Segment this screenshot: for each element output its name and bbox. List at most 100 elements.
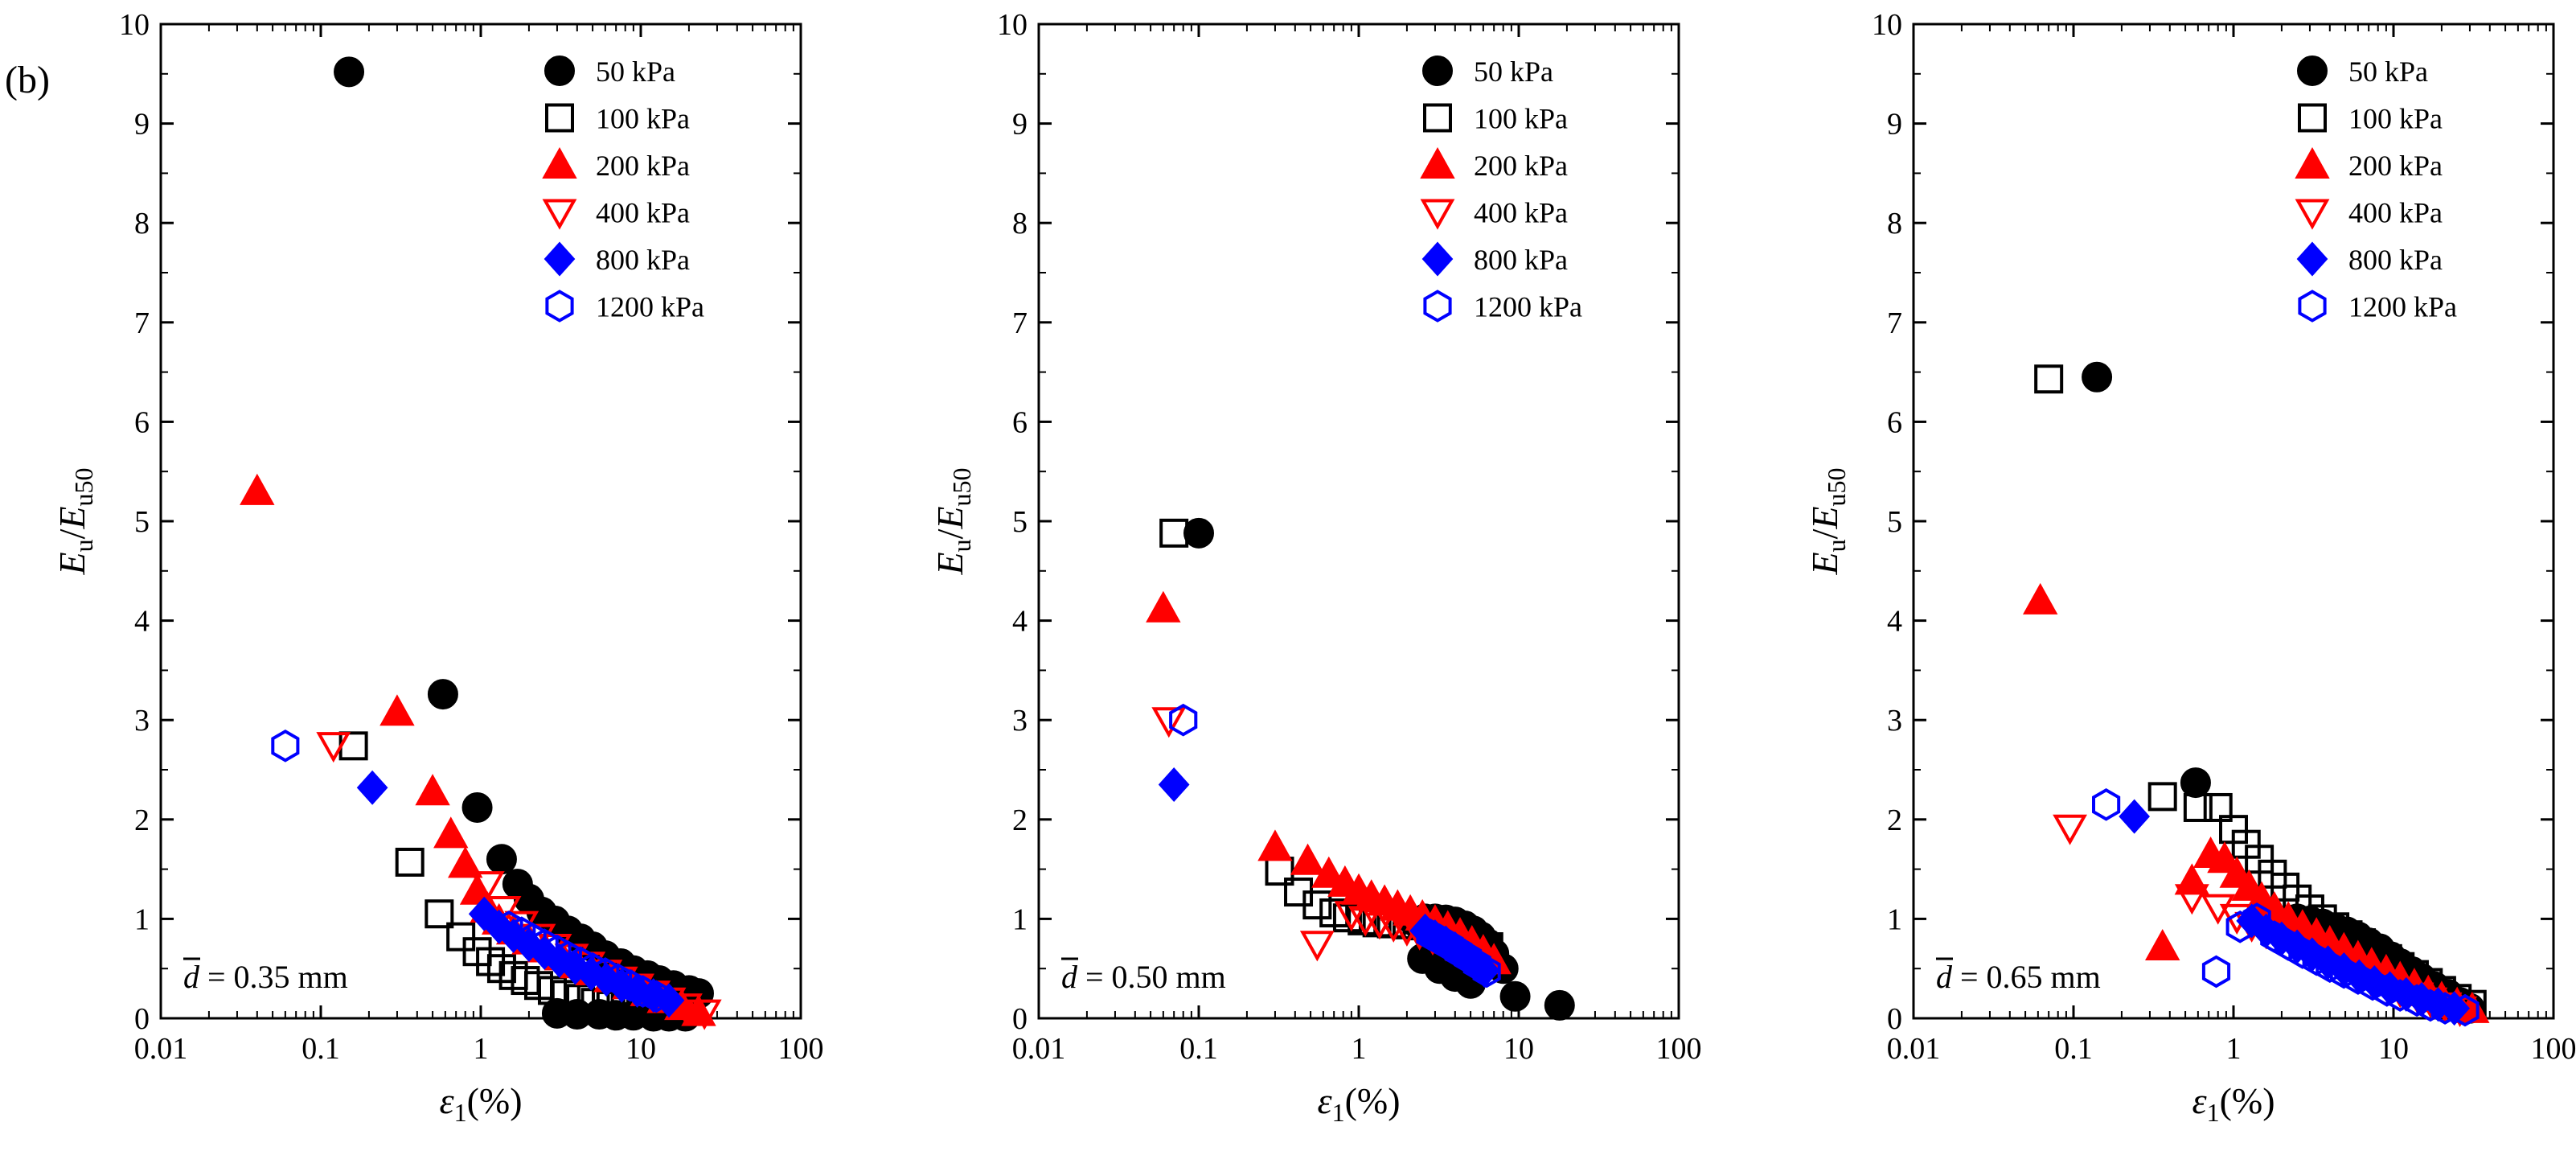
data-point bbox=[1311, 856, 1347, 888]
data-point bbox=[2373, 974, 2402, 1007]
data-point bbox=[425, 899, 454, 929]
legend-marker bbox=[2296, 241, 2328, 277]
chart-panel-3: 0 1 2 3 4 5 6 7 8 9 10 0.01 0.1 1 10 100 ε1(%) Eu/Eu50 50 … bbox=[1804, 8, 2576, 1127]
data-point bbox=[379, 694, 415, 726]
data-point bbox=[1302, 890, 1332, 920]
data-point bbox=[2201, 955, 2231, 989]
legend-marker bbox=[1422, 55, 1453, 86]
legend-label: 200 kPa bbox=[1474, 150, 1568, 182]
data-point bbox=[470, 871, 505, 902]
legend-label: 400 kPa bbox=[2348, 197, 2443, 229]
data-point bbox=[2092, 787, 2121, 821]
x-tick-label: 100 bbox=[2531, 1032, 2576, 1066]
data-point bbox=[461, 791, 493, 823]
legend-marker bbox=[2295, 199, 2330, 230]
x-tick-label: 0.01 bbox=[1887, 1032, 1941, 1066]
series-1200-kpa bbox=[1169, 703, 1501, 989]
data-point bbox=[427, 679, 458, 710]
data-point bbox=[2053, 814, 2087, 845]
data-point bbox=[415, 774, 450, 806]
y-tick-label: 0 bbox=[1887, 1002, 1902, 1036]
data-point bbox=[446, 922, 476, 952]
mean-diameter-annotation: d = 0.50 mm bbox=[1061, 959, 1226, 995]
data-point bbox=[433, 816, 469, 849]
y-tick-label: 7 bbox=[1887, 306, 1902, 340]
y-tick-label: 4 bbox=[1012, 605, 1028, 639]
data-point bbox=[2174, 884, 2209, 915]
y-axis-label: Eu/Eu50 bbox=[1804, 468, 1851, 576]
x-tick-label: 0.1 bbox=[1179, 1032, 1218, 1066]
y-tick-label: 2 bbox=[134, 804, 150, 837]
data-point bbox=[551, 980, 580, 1009]
y-tick-label: 0 bbox=[1012, 1002, 1028, 1036]
data-point bbox=[1169, 703, 1198, 737]
legend-label: 800 kPa bbox=[1474, 244, 1568, 276]
y-tick-label: 1 bbox=[1887, 902, 1902, 936]
legend-label: 100 kPa bbox=[2348, 103, 2443, 135]
legend-marker bbox=[2298, 103, 2327, 133]
legend-label: 400 kPa bbox=[596, 197, 690, 229]
x-tick-label: 0.1 bbox=[301, 1032, 340, 1066]
y-tick-label: 9 bbox=[1887, 108, 1902, 142]
x-tick-label: 10 bbox=[1503, 1032, 1534, 1066]
legend-marker bbox=[1423, 290, 1452, 323]
legend-marker bbox=[1423, 103, 1452, 133]
chart-panel-1: 0 1 2 3 4 5 6 7 8 9 10 0.01 0.1 1 10 100 ε1(%) Eu/Eu50 50 … bbox=[51, 8, 824, 1127]
data-point bbox=[2034, 364, 2064, 394]
legend: 50 kPa 100 kPa 200 kPa 400 kPa 800 kPa 1200 k… bbox=[542, 55, 704, 323]
data-point bbox=[1334, 901, 1369, 932]
y-tick-label: 8 bbox=[1887, 207, 1902, 240]
legend-label: 200 kPa bbox=[596, 150, 690, 182]
x-tick-label: 0.01 bbox=[134, 1032, 188, 1066]
plot-frame bbox=[159, 23, 802, 1020]
legend-marker bbox=[1420, 199, 1455, 230]
series-50-kpa bbox=[1183, 517, 1575, 1021]
x-axis-label: ε1(%) bbox=[439, 1080, 522, 1127]
legend-marker bbox=[2295, 146, 2330, 179]
mean-diameter-annotation: d = 0.65 mm bbox=[1936, 959, 2101, 995]
data-point bbox=[2180, 767, 2211, 799]
x-tick-label: 1 bbox=[1352, 1032, 1367, 1066]
data-point bbox=[1332, 903, 1362, 933]
y-tick-label: 7 bbox=[1012, 306, 1028, 340]
legend-label: 800 kPa bbox=[2348, 244, 2443, 276]
data-point bbox=[2203, 792, 2233, 822]
data-point bbox=[1347, 906, 1383, 937]
legend-label: 1200 kPa bbox=[2348, 291, 2457, 323]
x-tick-label: 1 bbox=[474, 1032, 489, 1066]
data-point bbox=[271, 729, 300, 763]
series-200-kpa bbox=[240, 473, 716, 1026]
data-point bbox=[687, 999, 722, 1030]
y-tick-label: 10 bbox=[997, 8, 1028, 42]
series-1200-kpa bbox=[2092, 787, 2480, 1027]
data-point bbox=[2183, 792, 2213, 822]
x-tick-label: 0.01 bbox=[1012, 1032, 1066, 1066]
data-point bbox=[1499, 980, 1531, 1012]
data-point bbox=[2451, 993, 2480, 1027]
panel-label: (b) bbox=[5, 59, 50, 101]
data-point bbox=[2145, 928, 2180, 961]
data-point bbox=[1159, 518, 1189, 548]
x-tick-label: 1 bbox=[2226, 1032, 2242, 1066]
y-tick-label: 2 bbox=[1012, 804, 1028, 837]
y-tick-label: 7 bbox=[134, 306, 150, 340]
y-tick-label: 6 bbox=[1887, 405, 1902, 439]
y-tick-label: 8 bbox=[134, 207, 150, 240]
y-tick-label: 10 bbox=[119, 8, 150, 42]
plot-frame bbox=[1037, 23, 1680, 1020]
data-point bbox=[356, 770, 388, 805]
legend-label: 50 kPa bbox=[1474, 55, 1553, 88]
chart-panel-2: 0 1 2 3 4 5 6 7 8 9 10 0.01 0.1 1 10 100 ε1(%) Eu/Eu50 50 … bbox=[929, 8, 1702, 1127]
legend-marker bbox=[2298, 290, 2327, 323]
legend-label: 400 kPa bbox=[1474, 197, 1568, 229]
y-tick-label: 2 bbox=[1887, 804, 1902, 837]
data-point bbox=[1290, 843, 1326, 875]
data-point bbox=[2119, 799, 2151, 834]
x-tick-label: 10 bbox=[626, 1032, 656, 1066]
y-tick-label: 9 bbox=[134, 108, 150, 142]
legend-marker bbox=[542, 146, 577, 179]
legend-label: 1200 kPa bbox=[1474, 291, 1582, 323]
data-point bbox=[2416, 989, 2445, 1022]
y-tick-label: 0 bbox=[134, 1002, 150, 1036]
